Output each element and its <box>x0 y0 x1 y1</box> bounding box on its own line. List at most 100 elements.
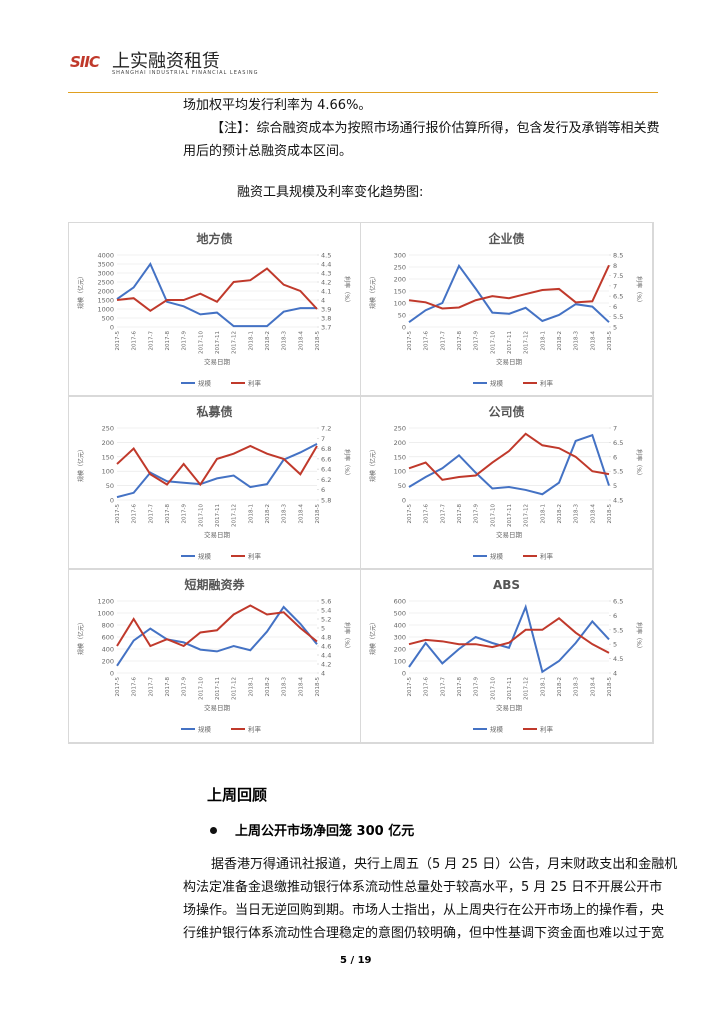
x-tick-label: 2018-5 <box>607 677 613 697</box>
legend-label: 利率 <box>248 379 262 388</box>
y-tick-label: 4000 <box>97 252 114 260</box>
x-tick-label: 2017-9 <box>474 331 480 351</box>
x-tick-label: 2017-12 <box>232 677 238 700</box>
note: 【注】：综合融资成本为按照市场通行报价估算所得，包含发行及承销等相关费 <box>211 121 660 136</box>
x-tick-label: 2017-6 <box>424 331 430 351</box>
y-axis-label: 规模（亿元） <box>77 619 85 655</box>
y2-tick-label: 6.4 <box>321 466 331 474</box>
x-tick-label: 2017-10 <box>198 331 204 354</box>
x-tick-label: 2017-6 <box>132 504 138 524</box>
y2-tick-label: 6.5 <box>613 598 623 606</box>
x-axis-label: 交易日期 <box>496 530 523 539</box>
x-tick-label: 2018-2 <box>265 504 271 523</box>
y-tick-label: 50 <box>398 482 406 490</box>
y2-tick-label: 5.8 <box>321 497 331 505</box>
x-tick-label: 2018-5 <box>315 331 321 351</box>
y-tick-label: 100 <box>394 468 406 476</box>
paragraph-line: 据香港万得通讯社报道，央行上周五（5 月 25 日）公告，月末财政支出和金融机 <box>211 857 678 872</box>
y-tick-label: 300 <box>394 252 406 260</box>
x-tick-label: 2017-12 <box>524 677 530 700</box>
x-tick-label: 2017-5 <box>407 331 413 351</box>
x-tick-label: 2018-3 <box>574 504 580 524</box>
y2-tick-label: 4.8 <box>321 634 331 642</box>
paragraph-line: 行维护银行体系流动性合理稳定的意图仍较明确，但中性基调下资金面也难以过于宽 <box>183 926 665 941</box>
y2-tick-label: 8.5 <box>613 252 623 260</box>
y2-tick-label: 4.5 <box>613 655 623 663</box>
y2-tick-label: 4 <box>321 670 325 678</box>
y-tick-label: 1500 <box>97 297 114 305</box>
x-tick-label: 2018-1 <box>540 504 546 523</box>
chart-grid: 地方债 0 500 1000 1500 2000 2500 3000 3500 4000 3.7 3.… <box>68 222 654 744</box>
y-tick-label: 0 <box>110 670 114 678</box>
y-tick-label: 150 <box>394 288 406 296</box>
x-tick-label: 2018-4 <box>298 331 304 351</box>
x-tick-label: 2017-7 <box>148 504 154 524</box>
legend-label: 规模 <box>490 379 504 388</box>
y2-tick-label: 5.4 <box>321 607 331 615</box>
y-tick-label: 2000 <box>97 288 114 296</box>
x-tick-label: 2017-8 <box>457 504 463 524</box>
x-tick-label: 2017-9 <box>182 331 188 351</box>
y-tick-label: 0 <box>402 324 406 332</box>
x-tick-label: 2018-4 <box>590 504 596 524</box>
y-tick-label: 1000 <box>97 306 114 314</box>
y2-axis-label: 利率（%） <box>635 622 643 652</box>
y-tick-label: 3500 <box>97 261 114 269</box>
x-tick-label: 2018-2 <box>265 677 271 696</box>
y2-tick-label: 5 <box>613 324 617 332</box>
chart-title: 私募债 <box>195 404 232 419</box>
series-line <box>408 433 610 496</box>
x-tick-label: 2017-7 <box>148 677 154 697</box>
y2-tick-label: 5 <box>321 625 325 633</box>
x-tick-label: 2017-9 <box>182 504 188 524</box>
x-tick-label: 2017-8 <box>457 331 463 351</box>
x-tick-label: 2017-12 <box>524 331 530 354</box>
y-tick-label: 250 <box>394 425 406 433</box>
x-tick-label: 2018-5 <box>315 677 321 697</box>
y-tick-label: 600 <box>102 634 114 642</box>
x-tick-label: 2017-12 <box>232 504 238 527</box>
x-tick-label: 2018-1 <box>248 504 254 523</box>
y2-axis-label: 利率（%） <box>635 449 643 479</box>
x-tick-label: 2018-5 <box>607 331 613 351</box>
y2-tick-label: 5 <box>613 482 617 490</box>
x-tick-label: 2017-10 <box>490 331 496 354</box>
x-tick-label: 2017-7 <box>440 504 446 524</box>
x-tick-label: 2017-7 <box>148 331 154 351</box>
x-tick-label: 2017-6 <box>132 331 138 351</box>
legend-label: 利率 <box>540 552 554 561</box>
x-axis-label: 交易日期 <box>204 357 231 366</box>
x-tick-label: 2017-8 <box>457 677 463 697</box>
y-tick-label: 800 <box>102 622 114 630</box>
x-tick-label: 2018-3 <box>574 677 580 697</box>
y-tick-label: 100 <box>394 658 406 666</box>
y2-tick-label: 4.4 <box>321 652 331 660</box>
series-line <box>116 267 318 313</box>
y-tick-label: 200 <box>394 439 406 447</box>
legend-label: 规模 <box>198 552 212 561</box>
x-tick-label: 2017-12 <box>232 331 238 354</box>
x-tick-label: 2018-3 <box>282 331 288 351</box>
legend-label: 规模 <box>198 379 212 388</box>
series-line <box>408 263 610 324</box>
series-line <box>408 617 610 654</box>
x-tick-label: 2017-9 <box>182 677 188 697</box>
chart: 企业债 0 50 100 150 200 250 300 5 5.5 6 6.5 7 7.5 8 8.5 规模（… <box>360 222 653 397</box>
x-tick-label: 2017-12 <box>524 504 530 527</box>
y-tick-label: 200 <box>102 658 114 666</box>
y2-tick-label: 4.5 <box>613 497 623 505</box>
x-tick-label: 2017-9 <box>474 504 480 524</box>
y2-tick-label: 7 <box>613 282 617 290</box>
x-tick-label: 2017-11 <box>507 677 513 700</box>
y-tick-label: 200 <box>394 276 406 284</box>
chart-title: 公司债 <box>488 404 524 419</box>
y2-axis-label: 利率（%） <box>343 276 351 306</box>
x-tick-label: 2017-8 <box>165 331 171 351</box>
x-tick-label: 2018-2 <box>265 331 271 350</box>
x-tick-label: 2017-6 <box>424 504 430 524</box>
y-tick-label: 600 <box>394 598 406 606</box>
y2-tick-label: 6 <box>321 486 325 494</box>
legend-label: 规模 <box>490 725 504 734</box>
company-en: SHANGHAI INDUSTRIAL FINANCIAL LEASING <box>112 70 259 76</box>
y2-tick-label: 4.4 <box>321 261 331 269</box>
